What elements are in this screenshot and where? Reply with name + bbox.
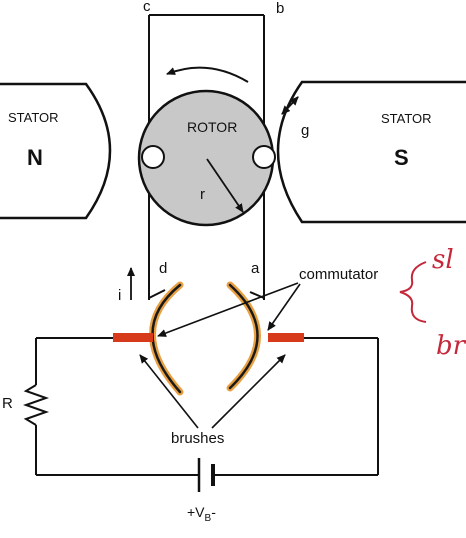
- external-circuit: [22, 337, 379, 476]
- label-corner-d: d: [159, 260, 167, 277]
- rotor-conductor-right: [252, 145, 276, 169]
- label-stator-right: STATOR: [381, 111, 432, 126]
- label-brushes: brushes: [171, 430, 224, 447]
- battery: [197, 458, 215, 492]
- stator-left: [0, 82, 112, 220]
- label-corner-c: c: [143, 0, 151, 15]
- label-corner-b: b: [276, 0, 284, 17]
- brush-left: [113, 333, 153, 342]
- radius-arrow: [206, 158, 244, 213]
- label-pole-south: S: [394, 145, 409, 170]
- label-pole-north: N: [27, 145, 43, 170]
- rotation-arrow: [166, 66, 249, 83]
- brushes-pointers: [139, 354, 286, 429]
- commutator-pointers: [157, 282, 301, 337]
- handwritten-note-bottom: br: [436, 331, 466, 361]
- brush-right: [268, 333, 304, 342]
- label-rotor: ROTOR: [187, 119, 237, 135]
- label-stator-left: STATOR: [8, 110, 59, 125]
- stator-right: [276, 80, 466, 224]
- label-resistor: R: [2, 395, 13, 412]
- label-commutator: commutator: [299, 266, 378, 283]
- commutator: [149, 281, 261, 396]
- label-air-gap: g: [301, 122, 309, 139]
- label-radius: r: [200, 186, 205, 203]
- air-gap-arrow: [281, 96, 299, 115]
- label-corner-a: a: [251, 260, 260, 277]
- handwritten-note-top: sl: [432, 245, 454, 275]
- label-supply: +VB-: [187, 504, 216, 524]
- rotor-conductor-left: [141, 145, 165, 169]
- label-current: i: [118, 287, 121, 304]
- handwritten-brace: [399, 261, 427, 323]
